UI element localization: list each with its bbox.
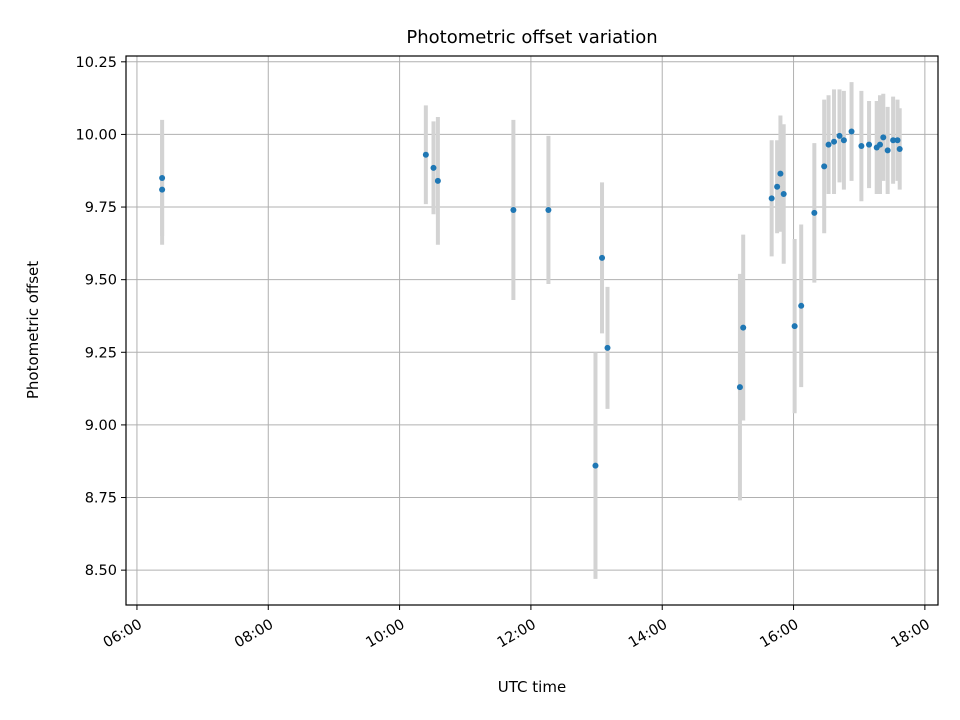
data-point [545,206,552,213]
data-point [821,163,828,170]
data-point [774,183,781,190]
data-point [894,137,901,144]
data-point [777,170,784,177]
y-tick-label: 10.00 [75,127,117,143]
data-point [811,209,818,216]
data-point [510,206,517,213]
y-axis-label: Photometric offset [24,261,42,399]
data-point [740,324,747,331]
data-point [434,177,441,184]
data-point [858,143,865,150]
data-point [896,145,903,152]
y-tick-label: 10.25 [75,55,117,71]
data-point [592,462,599,469]
data-point [848,128,855,135]
data-points [159,128,903,469]
data-point [836,132,843,139]
data-point [877,141,883,148]
y-tick-label: 9.50 [85,273,117,289]
data-point [798,302,805,309]
data-point [890,137,897,144]
data-point [768,195,775,202]
y-tick-label: 9.75 [85,200,117,216]
data-point [599,254,606,261]
data-point [880,134,887,141]
plot-frame [125,55,939,606]
data-point [791,323,798,330]
data-point [780,190,787,197]
chart-title: Photometric offset variation [406,27,657,48]
y-tick-label: 9.25 [85,345,117,361]
data-point [422,151,429,158]
x-axis-label: UTC time [498,678,566,696]
y-tick-label: 8.75 [85,491,117,507]
y-axis-ticks: 8.50 8.75 9.00 9.25 9.50 9.75 10.00 10.25 [75,55,126,579]
data-point [866,141,873,148]
data-point [430,164,437,171]
data-point [159,175,166,181]
data-point [825,141,832,148]
data-point [884,147,891,154]
y-tick-label: 9.00 [85,418,117,434]
y-tick-label: 8.50 [85,563,117,579]
data-point [604,344,611,351]
data-point [831,138,838,145]
data-point [840,137,847,144]
data-point [159,186,166,193]
data-point [736,384,743,391]
